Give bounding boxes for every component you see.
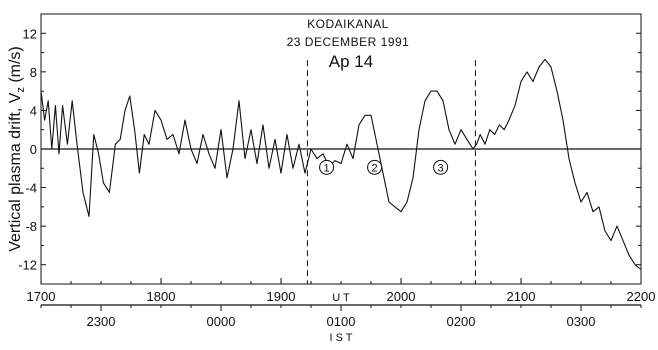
marker-label: 2 xyxy=(372,162,378,174)
ut-tick-label: 2200 xyxy=(627,289,656,304)
marker-label: 1 xyxy=(324,162,330,174)
ist-tick-label: 0200 xyxy=(447,314,476,329)
drift-series-line xyxy=(40,58,642,270)
ist-tick-label: 0100 xyxy=(327,314,356,329)
marker-circle xyxy=(319,159,335,175)
ist-tick-label: 2300 xyxy=(87,314,116,329)
y-tick-label: -4 xyxy=(25,181,37,196)
chart-subtitle: 23 DECEMBER 1991 xyxy=(287,35,410,49)
marker-label: 3 xyxy=(438,162,444,174)
chart-title: KODAIKANAL xyxy=(307,17,389,31)
ist-tick-label: 0300 xyxy=(567,314,596,329)
ut-tick-label: 2100 xyxy=(507,289,536,304)
y-tick-label: 12 xyxy=(23,26,37,41)
ist-tick-label: 0000 xyxy=(207,314,236,329)
ut-axis-label: U T xyxy=(332,292,350,304)
ap-annotation: Ap 14 xyxy=(329,52,373,71)
ut-tick-label: 1800 xyxy=(147,289,176,304)
y-tick-label: 0 xyxy=(30,142,37,157)
y-tick-label: 8 xyxy=(30,65,37,80)
ut-tick-label: 2000 xyxy=(387,289,416,304)
y-axis-label-main: Vertical plasma drift, V xyxy=(7,92,24,252)
y-tick-label: 4 xyxy=(30,103,37,118)
ut-tick-label: 1900 xyxy=(267,289,296,304)
y-axis-label: Vertical plasma drift, Vz (m/s) xyxy=(7,46,27,252)
marker-circle xyxy=(433,159,449,175)
y-tick-label: -8 xyxy=(25,219,37,234)
ut-tick-label: 1700 xyxy=(27,289,56,304)
marker-circle xyxy=(367,159,383,175)
y-axis-label-subscript: z xyxy=(15,87,27,93)
ist-axis-label: I S T xyxy=(329,332,352,344)
y-axis-label-unit: (m/s) xyxy=(7,46,24,87)
y-tick-label: -12 xyxy=(18,258,37,273)
